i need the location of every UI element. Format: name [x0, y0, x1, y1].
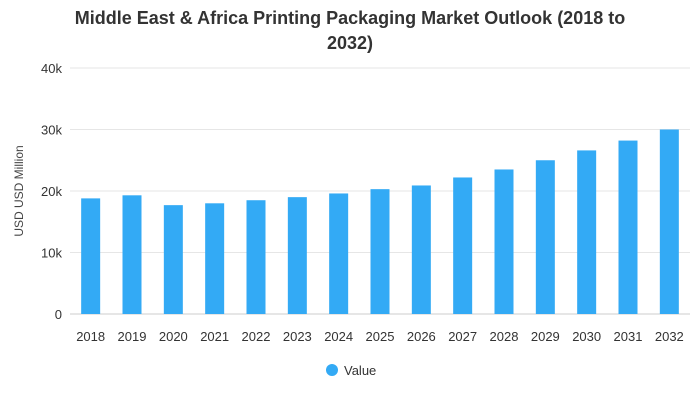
bar-2026[interactable]: [411, 185, 431, 314]
x-tick-label: 2025: [366, 329, 395, 344]
x-tick-label: 2024: [324, 329, 353, 344]
x-tick-label: 2031: [614, 329, 643, 344]
y-axis-ticks: 0 10k 20k 30k 40k: [41, 61, 62, 322]
bar-2029[interactable]: [535, 160, 555, 314]
x-tick-label: 2022: [242, 329, 271, 344]
x-tick-label: 2027: [448, 329, 477, 344]
y-tick-label: 0: [55, 307, 62, 322]
x-tick-label: 2030: [572, 329, 601, 344]
y-tick-label: 40k: [41, 61, 62, 76]
bar-2024[interactable]: [329, 193, 349, 314]
bar-2030[interactable]: [577, 150, 597, 314]
y-axis-label: USD USD Million: [12, 145, 26, 236]
chart-title-line-2: 2032): [326, 33, 374, 53]
x-tick-label: 2019: [118, 329, 147, 344]
legend[interactable]: Value: [326, 363, 376, 378]
y-tick-label: 30k: [41, 123, 62, 138]
bar-2020[interactable]: [163, 205, 183, 314]
legend-label-value: Value: [344, 363, 376, 378]
y-tick-label: 10k: [41, 246, 62, 261]
x-tick-label: 2026: [407, 329, 436, 344]
x-tick-label: 2029: [531, 329, 560, 344]
bar-2025[interactable]: [370, 189, 390, 314]
bars: [81, 129, 679, 315]
chart-title: Middle East & Africa Printing Packaging …: [0, 6, 700, 56]
bar-2018[interactable]: [81, 198, 101, 314]
bar-2022[interactable]: [246, 200, 266, 314]
bar-2032[interactable]: [659, 129, 679, 315]
x-tick-label: 2028: [490, 329, 519, 344]
bar-2028[interactable]: [494, 169, 514, 314]
y-tick-label: 20k: [41, 184, 62, 199]
legend-swatch-value: [326, 364, 338, 376]
chart-title-line-1: Middle East & Africa Printing Packaging …: [74, 8, 626, 28]
x-tick-label: 2032: [655, 329, 684, 344]
x-tick-label: 2023: [283, 329, 312, 344]
x-tick-label: 2021: [200, 329, 229, 344]
x-axis-ticks: 2018 2019 2020 2021 2022 2023 2024 2025 2026 2027…: [76, 329, 684, 344]
x-tick-label: 2020: [159, 329, 188, 344]
bar-2019[interactable]: [122, 195, 142, 314]
bar-2027[interactable]: [453, 177, 473, 314]
bar-2021[interactable]: [205, 203, 225, 314]
bar-2031[interactable]: [618, 140, 638, 314]
x-tick-label: 2018: [76, 329, 105, 344]
bar-2023[interactable]: [287, 197, 307, 314]
